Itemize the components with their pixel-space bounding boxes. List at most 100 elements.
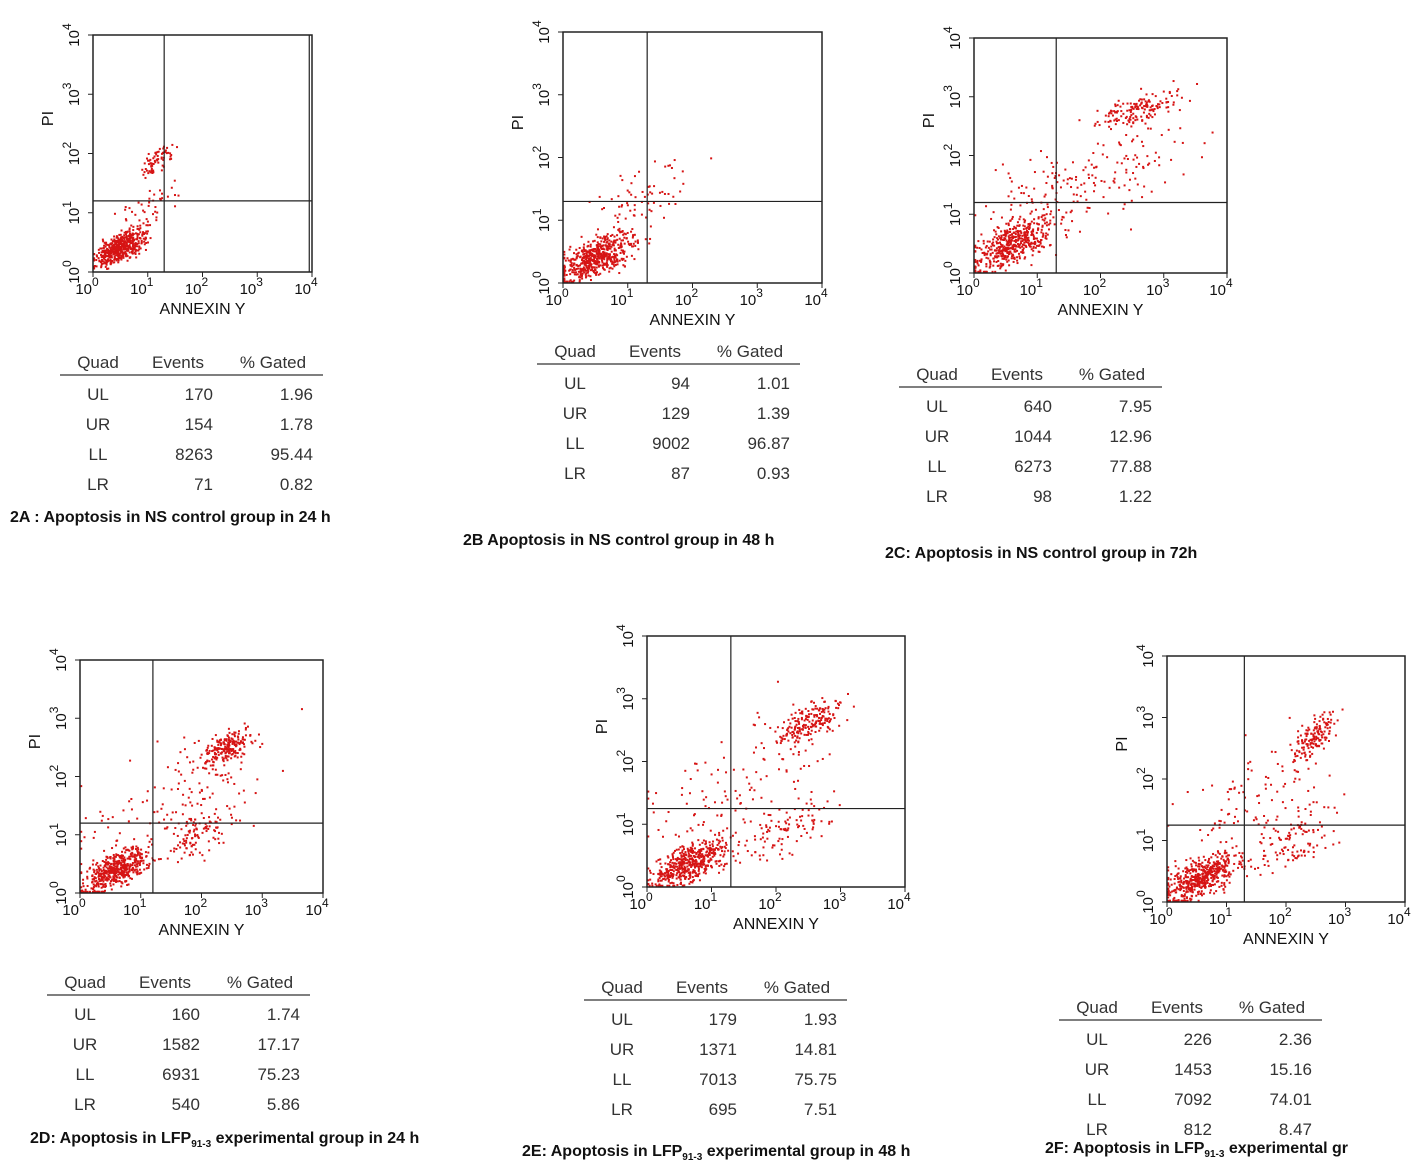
event-dot — [82, 882, 84, 884]
tick-base: 10 — [536, 278, 553, 295]
event-dot — [1045, 194, 1047, 196]
event-dot — [577, 268, 579, 270]
event-dot — [138, 242, 140, 244]
event-dot — [798, 723, 800, 725]
event-dot — [115, 844, 117, 846]
event-dot — [679, 852, 681, 854]
event-dot — [189, 788, 191, 790]
event-dot — [826, 730, 828, 732]
event-dot — [1180, 879, 1182, 881]
event-dot — [171, 788, 173, 790]
event-dot — [595, 272, 597, 274]
event-dot — [110, 857, 112, 859]
event-dot — [992, 238, 994, 240]
x-tick-label: 102 — [184, 896, 208, 919]
event-dot — [588, 255, 590, 257]
event-dot — [1063, 216, 1065, 218]
event-dot — [672, 877, 674, 879]
event-dot — [116, 254, 118, 256]
event-dot — [610, 241, 612, 243]
event-dot — [1130, 109, 1132, 111]
event-dot — [650, 210, 652, 212]
event-dot — [675, 874, 677, 876]
event-dot — [681, 852, 683, 854]
event-dot — [243, 790, 245, 792]
event-dot — [136, 869, 138, 871]
event-dot — [781, 838, 783, 840]
table-cell: LL — [928, 457, 947, 476]
event-dot — [604, 269, 606, 271]
event-dot — [112, 871, 114, 873]
event-dot — [131, 878, 133, 880]
event-dot — [995, 233, 997, 235]
event-dot — [637, 239, 639, 241]
event-dot — [89, 868, 91, 870]
event-dot — [1007, 241, 1009, 243]
event-dot — [827, 800, 829, 802]
event-dot — [614, 236, 616, 238]
event-dot — [1040, 150, 1042, 152]
event-dot — [711, 773, 713, 775]
event-dot — [138, 246, 140, 248]
event-dot — [783, 721, 785, 723]
event-dot — [702, 864, 704, 866]
event-dot — [1158, 164, 1160, 166]
table-header: % Gated — [764, 978, 830, 997]
tick-exp: 3 — [941, 85, 955, 92]
event-dot — [144, 232, 146, 234]
event-dot — [989, 263, 991, 265]
event-dot — [719, 846, 721, 848]
table-header: Quad — [601, 978, 643, 997]
event-dot — [1218, 870, 1220, 872]
event-dot — [237, 736, 239, 738]
event-dot — [96, 862, 98, 864]
event-dot — [614, 250, 616, 252]
event-dot — [109, 876, 111, 878]
event-dot — [674, 159, 676, 161]
event-dot — [709, 841, 711, 843]
caption-text: 2D: Apoptosis in LFP — [30, 1130, 192, 1147]
event-dot — [1212, 868, 1214, 870]
event-dot — [735, 832, 737, 834]
y-tick-label: 104 — [530, 20, 553, 44]
event-dot — [577, 273, 579, 275]
event-dot — [1106, 156, 1108, 158]
event-dot — [123, 859, 125, 861]
event-dot — [602, 264, 604, 266]
y-tick-label: 103 — [47, 706, 70, 730]
table-cell: 695 — [709, 1100, 737, 1119]
event-dot — [1294, 857, 1296, 859]
event-dot — [131, 869, 133, 871]
event-dot — [691, 842, 693, 844]
table-cell: LL — [76, 1065, 95, 1084]
event-dot — [1291, 851, 1293, 853]
event-dot — [123, 240, 125, 242]
event-dot — [1197, 874, 1199, 876]
event-dot — [123, 861, 125, 863]
event-dot — [703, 799, 705, 801]
event-dot — [134, 244, 136, 246]
event-dot — [1301, 747, 1303, 749]
event-dot — [705, 865, 707, 867]
event-dot — [199, 792, 201, 794]
event-dot — [1147, 127, 1149, 129]
event-dot — [1201, 880, 1203, 882]
event-dot — [1107, 121, 1109, 123]
event-dot — [1167, 111, 1169, 113]
event-dot — [604, 238, 606, 240]
event-dot — [1141, 141, 1143, 143]
event-dot — [580, 274, 582, 276]
event-dot — [231, 817, 233, 819]
event-dot — [753, 752, 755, 754]
event-dot — [1013, 226, 1015, 228]
event-dot — [216, 774, 218, 776]
event-dot — [1020, 232, 1022, 234]
event-dot — [718, 865, 720, 867]
event-dot — [805, 716, 807, 718]
event-dot — [829, 713, 831, 715]
event-dot — [598, 250, 600, 252]
event-dot — [105, 242, 107, 244]
event-dot — [668, 811, 670, 813]
event-dot — [137, 851, 139, 853]
event-dot — [684, 877, 686, 879]
